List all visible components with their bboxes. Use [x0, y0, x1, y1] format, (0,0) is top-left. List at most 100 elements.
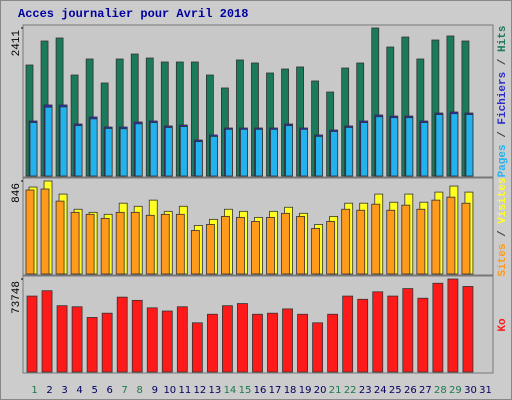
bar [416, 208, 426, 275]
bar [74, 125, 83, 177]
bar [390, 117, 399, 177]
x-tick-label: 28 [434, 385, 447, 396]
bar [342, 295, 354, 373]
x-tick-label: 8 [137, 385, 143, 396]
bar [315, 136, 324, 177]
bar [462, 286, 474, 373]
legend-entry: Fichiers [497, 72, 509, 125]
bar [115, 211, 125, 275]
bar [446, 196, 456, 275]
bar [282, 308, 293, 373]
x-tick-label: 23 [359, 385, 372, 396]
bar [240, 128, 248, 177]
bar [40, 188, 50, 275]
axis-title: Pages / Fichiers / Hits [497, 26, 509, 178]
x-tick-label: 24 [374, 385, 387, 396]
separator: / [497, 125, 509, 145]
bar [461, 202, 471, 275]
bar [134, 123, 143, 177]
bar [130, 211, 140, 275]
bar [26, 295, 38, 373]
bar [345, 127, 354, 177]
bar [270, 128, 278, 177]
bar [357, 298, 369, 373]
bar [161, 310, 173, 373]
bar [100, 217, 110, 275]
x-tick-label: 6 [106, 385, 112, 396]
x-tick-label: 9 [152, 385, 158, 396]
bar [222, 305, 233, 373]
separator: / [497, 224, 509, 244]
legend-entry: Pages [497, 144, 509, 177]
bar [372, 291, 384, 373]
y-tick-label: 846 [11, 183, 23, 203]
bar [221, 215, 230, 275]
bar [266, 216, 275, 275]
bar [146, 307, 158, 373]
bar [29, 122, 38, 177]
bar [432, 282, 444, 373]
legend-entry: Sites [497, 244, 509, 277]
bar [465, 114, 474, 177]
x-tick-label: 31 [479, 385, 492, 396]
bar [401, 204, 411, 275]
bar [237, 303, 248, 373]
bar [25, 189, 35, 275]
bar [296, 215, 305, 275]
bar [326, 221, 336, 275]
legend-entry: Hits [497, 26, 509, 52]
bar [327, 313, 339, 373]
x-tick-label: 4 [76, 385, 82, 396]
bar [149, 122, 158, 177]
bar [431, 199, 441, 275]
axis-title: Ko [497, 318, 509, 332]
bar [330, 131, 339, 177]
bar [417, 297, 429, 373]
bar [387, 295, 399, 373]
bar [59, 106, 68, 177]
bar [285, 125, 293, 177]
x-tick-label: 25 [389, 385, 402, 396]
x-tick-label: 30 [464, 385, 477, 396]
x-tick-label: 17 [269, 385, 282, 396]
x-tick-label: 5 [91, 385, 97, 396]
separator: / [497, 52, 509, 72]
bar [405, 117, 414, 177]
bar [435, 114, 444, 177]
bar [160, 213, 170, 275]
bar [164, 127, 173, 177]
bar [300, 128, 308, 177]
bar [209, 136, 218, 177]
x-tick-label: 3 [61, 385, 67, 396]
x-tick-label: 16 [254, 385, 267, 396]
bar [386, 209, 396, 275]
x-tick-label: 19 [299, 385, 312, 396]
chart-title: Acces journalier pour Avril 2018 [18, 7, 248, 21]
x-tick-label: 7 [122, 385, 128, 396]
x-tick-label: 13 [209, 385, 222, 396]
x-tick-label: 11 [178, 385, 191, 396]
bar [255, 128, 263, 177]
legend-entry: Ko [497, 318, 509, 332]
bar [375, 116, 384, 177]
bar [205, 224, 215, 275]
bar [116, 296, 128, 373]
bar [252, 313, 263, 373]
x-tick-label: 14 [224, 385, 237, 396]
bar [206, 313, 218, 373]
bar [311, 228, 321, 275]
bar [70, 211, 80, 275]
bar [179, 126, 188, 177]
bar [450, 113, 459, 177]
bar [251, 221, 260, 275]
bar [190, 230, 200, 275]
x-tick-label: 15 [239, 385, 252, 396]
x-tick-label: 21 [329, 385, 342, 396]
bar [55, 200, 65, 275]
legend-entry: Visites [497, 177, 509, 223]
bar [41, 290, 53, 373]
axis-title: Sites / Visites [497, 177, 509, 276]
bar [236, 216, 245, 275]
bar [145, 214, 155, 275]
